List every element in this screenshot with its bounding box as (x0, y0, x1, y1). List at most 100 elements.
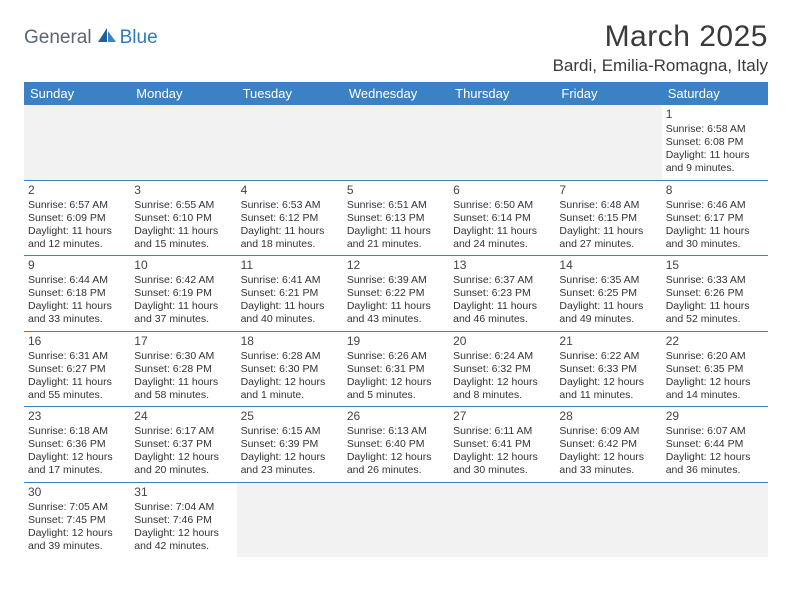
location: Bardi, Emilia-Romagna, Italy (553, 56, 768, 76)
daylight-line: Daylight: 11 hours (28, 225, 126, 238)
daylight-line: Daylight: 12 hours (347, 451, 445, 464)
daylight-line: and 55 minutes. (28, 389, 126, 402)
day-number: 11 (241, 258, 339, 273)
logo-text-blue: Blue (120, 27, 158, 49)
sunrise-line: Sunrise: 6:18 AM (28, 425, 126, 438)
daylight-line: and 20 minutes. (134, 464, 232, 477)
daylight-line: Daylight: 11 hours (666, 149, 764, 162)
calendar-cell: 15Sunrise: 6:33 AMSunset: 6:26 PMDayligh… (662, 256, 768, 332)
sunrise-line: Sunrise: 6:57 AM (28, 199, 126, 212)
sunset-line: Sunset: 6:40 PM (347, 438, 445, 451)
logo-text-general: General (24, 27, 92, 49)
day-number: 22 (666, 334, 764, 349)
calendar-cell: 27Sunrise: 6:11 AMSunset: 6:41 PMDayligh… (449, 407, 555, 483)
daylight-line: and 46 minutes. (453, 313, 551, 326)
sunset-line: Sunset: 6:25 PM (559, 287, 657, 300)
daylight-line: and 8 minutes. (453, 389, 551, 402)
sunset-line: Sunset: 6:27 PM (28, 363, 126, 376)
day-number: 13 (453, 258, 551, 273)
sunrise-line: Sunrise: 6:50 AM (453, 199, 551, 212)
sunrise-line: Sunrise: 6:20 AM (666, 350, 764, 363)
sunrise-line: Sunrise: 6:28 AM (241, 350, 339, 363)
daylight-line: Daylight: 11 hours (666, 225, 764, 238)
sunset-line: Sunset: 6:35 PM (666, 363, 764, 376)
day-header: Friday (555, 82, 661, 105)
day-header-row: Sunday Monday Tuesday Wednesday Thursday… (24, 82, 768, 105)
daylight-line: and 52 minutes. (666, 313, 764, 326)
day-number: 10 (134, 258, 232, 273)
calendar-cell (555, 105, 661, 180)
day-number: 2 (28, 183, 126, 198)
day-header: Saturday (662, 82, 768, 105)
sunset-line: Sunset: 6:23 PM (453, 287, 551, 300)
logo: General Blue (24, 20, 158, 49)
daylight-line: Daylight: 12 hours (241, 451, 339, 464)
day-number: 27 (453, 409, 551, 424)
daylight-line: Daylight: 12 hours (241, 376, 339, 389)
calendar-row: 16Sunrise: 6:31 AMSunset: 6:27 PMDayligh… (24, 331, 768, 407)
calendar-cell: 29Sunrise: 6:07 AMSunset: 6:44 PMDayligh… (662, 407, 768, 483)
daylight-line: Daylight: 11 hours (28, 300, 126, 313)
sunset-line: Sunset: 6:17 PM (666, 212, 764, 225)
sunrise-line: Sunrise: 6:42 AM (134, 274, 232, 287)
sunrise-line: Sunrise: 6:11 AM (453, 425, 551, 438)
calendar-cell: 9Sunrise: 6:44 AMSunset: 6:18 PMDaylight… (24, 256, 130, 332)
daylight-line: and 43 minutes. (347, 313, 445, 326)
calendar-cell: 6Sunrise: 6:50 AMSunset: 6:14 PMDaylight… (449, 180, 555, 256)
calendar-cell: 18Sunrise: 6:28 AMSunset: 6:30 PMDayligh… (237, 331, 343, 407)
sunrise-line: Sunrise: 6:30 AM (134, 350, 232, 363)
sunset-line: Sunset: 6:09 PM (28, 212, 126, 225)
calendar-row: 9Sunrise: 6:44 AMSunset: 6:18 PMDaylight… (24, 256, 768, 332)
calendar-row: 23Sunrise: 6:18 AMSunset: 6:36 PMDayligh… (24, 407, 768, 483)
sunset-line: Sunset: 6:18 PM (28, 287, 126, 300)
day-number: 30 (28, 485, 126, 500)
calendar-cell (449, 482, 555, 557)
sunset-line: Sunset: 6:19 PM (134, 287, 232, 300)
day-number: 31 (134, 485, 232, 500)
calendar-cell (662, 482, 768, 557)
daylight-line: Daylight: 12 hours (453, 451, 551, 464)
day-number: 7 (559, 183, 657, 198)
calendar-cell: 10Sunrise: 6:42 AMSunset: 6:19 PMDayligh… (130, 256, 236, 332)
calendar-cell: 21Sunrise: 6:22 AMSunset: 6:33 PMDayligh… (555, 331, 661, 407)
day-number: 14 (559, 258, 657, 273)
day-number: 6 (453, 183, 551, 198)
calendar-cell: 13Sunrise: 6:37 AMSunset: 6:23 PMDayligh… (449, 256, 555, 332)
daylight-line: Daylight: 11 hours (134, 225, 232, 238)
sunrise-line: Sunrise: 6:37 AM (453, 274, 551, 287)
day-number: 12 (347, 258, 445, 273)
sunset-line: Sunset: 6:30 PM (241, 363, 339, 376)
day-number: 24 (134, 409, 232, 424)
sunset-line: Sunset: 6:44 PM (666, 438, 764, 451)
sunset-line: Sunset: 6:21 PM (241, 287, 339, 300)
title-block: March 2025 Bardi, Emilia-Romagna, Italy (553, 20, 768, 76)
calendar-table: Sunday Monday Tuesday Wednesday Thursday… (24, 82, 768, 557)
calendar-cell (343, 482, 449, 557)
sunrise-line: Sunrise: 6:41 AM (241, 274, 339, 287)
sunrise-line: Sunrise: 6:09 AM (559, 425, 657, 438)
daylight-line: Daylight: 12 hours (134, 451, 232, 464)
calendar-cell: 30Sunrise: 7:05 AMSunset: 7:45 PMDayligh… (24, 482, 130, 557)
sunrise-line: Sunrise: 6:55 AM (134, 199, 232, 212)
sunset-line: Sunset: 6:12 PM (241, 212, 339, 225)
sunrise-line: Sunrise: 6:13 AM (347, 425, 445, 438)
daylight-line: and 40 minutes. (241, 313, 339, 326)
sunset-line: Sunset: 6:37 PM (134, 438, 232, 451)
day-number: 3 (134, 183, 232, 198)
calendar-cell: 12Sunrise: 6:39 AMSunset: 6:22 PMDayligh… (343, 256, 449, 332)
calendar-cell (237, 105, 343, 180)
sunrise-line: Sunrise: 6:53 AM (241, 199, 339, 212)
day-header: Sunday (24, 82, 130, 105)
daylight-line: and 42 minutes. (134, 540, 232, 553)
calendar-cell: 16Sunrise: 6:31 AMSunset: 6:27 PMDayligh… (24, 331, 130, 407)
sunset-line: Sunset: 6:31 PM (347, 363, 445, 376)
sunset-line: Sunset: 6:42 PM (559, 438, 657, 451)
daylight-line: Daylight: 12 hours (666, 376, 764, 389)
day-number: 21 (559, 334, 657, 349)
sunrise-line: Sunrise: 6:24 AM (453, 350, 551, 363)
sunrise-line: Sunrise: 7:04 AM (134, 501, 232, 514)
day-header: Monday (130, 82, 236, 105)
daylight-line: Daylight: 12 hours (559, 376, 657, 389)
sunset-line: Sunset: 7:46 PM (134, 514, 232, 527)
calendar-cell (555, 482, 661, 557)
